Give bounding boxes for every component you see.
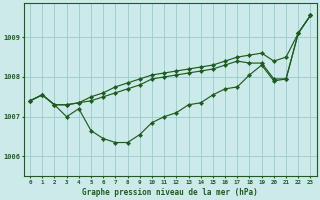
X-axis label: Graphe pression niveau de la mer (hPa): Graphe pression niveau de la mer (hPa) <box>82 188 258 197</box>
